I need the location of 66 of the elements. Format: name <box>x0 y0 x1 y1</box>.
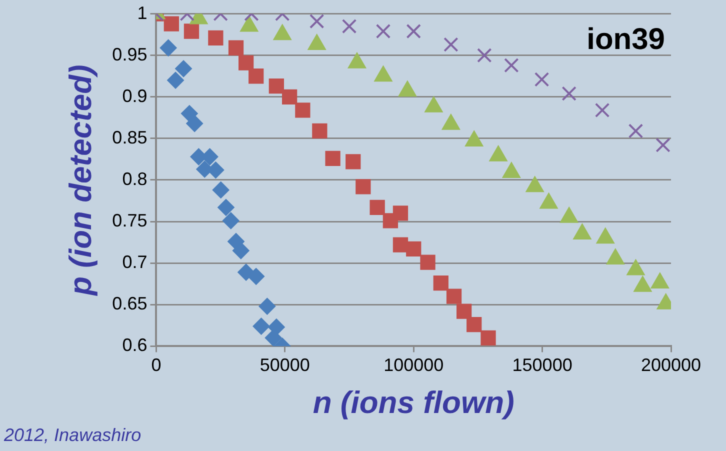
point <box>268 318 285 336</box>
point <box>594 102 610 118</box>
y-tick-label: 0.85 <box>112 127 148 148</box>
y-tick-label: 0.7 <box>122 252 148 272</box>
point <box>420 254 436 270</box>
point <box>268 78 284 94</box>
point <box>232 242 250 260</box>
point <box>346 154 361 170</box>
point <box>446 288 462 304</box>
y-tick-label: 0.6 <box>122 335 148 356</box>
y-tick-label: 0.8 <box>122 168 148 189</box>
point <box>180 105 198 122</box>
point <box>466 317 482 332</box>
point <box>370 200 385 215</box>
point <box>456 304 472 319</box>
y-tick-label: 1 <box>137 2 148 23</box>
point <box>248 268 265 285</box>
y-tick-label: 0.95 <box>112 44 148 64</box>
point <box>217 198 234 216</box>
point <box>222 212 240 230</box>
point <box>342 18 357 34</box>
point <box>248 68 264 84</box>
point <box>504 58 519 73</box>
point <box>392 206 408 221</box>
point <box>392 237 408 252</box>
x-tick-label: 50000 <box>260 354 310 375</box>
chart-title: ion39 <box>586 23 665 56</box>
point <box>295 102 310 118</box>
y-tick-label: 0.75 <box>112 210 148 231</box>
text: 2012, Inawashiro <box>3 425 142 445</box>
point <box>160 39 177 56</box>
point <box>562 86 576 101</box>
point <box>356 179 371 194</box>
point <box>309 14 324 29</box>
point <box>477 48 492 63</box>
point <box>252 318 270 335</box>
point <box>184 24 200 39</box>
point <box>406 24 421 39</box>
point <box>282 89 298 104</box>
x-tick-label: 150000 <box>512 354 572 375</box>
point <box>212 181 230 198</box>
point <box>228 40 244 56</box>
y-axis-title: p (ion detected) <box>63 64 98 296</box>
point <box>480 330 496 346</box>
x-tick-label: 100000 <box>384 354 444 375</box>
point <box>406 241 422 257</box>
point <box>208 30 224 46</box>
point <box>628 124 644 138</box>
point <box>325 150 340 166</box>
point <box>175 60 192 78</box>
y-tick-label: 0.9 <box>122 86 148 106</box>
point <box>164 16 179 32</box>
point <box>186 114 204 132</box>
point <box>444 37 458 52</box>
point <box>238 55 254 70</box>
point <box>656 138 670 152</box>
x-axis-title: n (ions flown) <box>312 384 514 420</box>
point <box>376 24 391 39</box>
point <box>258 298 276 315</box>
point <box>433 275 448 291</box>
point <box>534 72 550 87</box>
point <box>167 72 184 89</box>
x-tick-label: 200000 <box>640 354 702 375</box>
point <box>312 123 328 139</box>
x-tick-label: 0 <box>151 354 162 375</box>
y-tick-label: 0.65 <box>112 294 148 314</box>
